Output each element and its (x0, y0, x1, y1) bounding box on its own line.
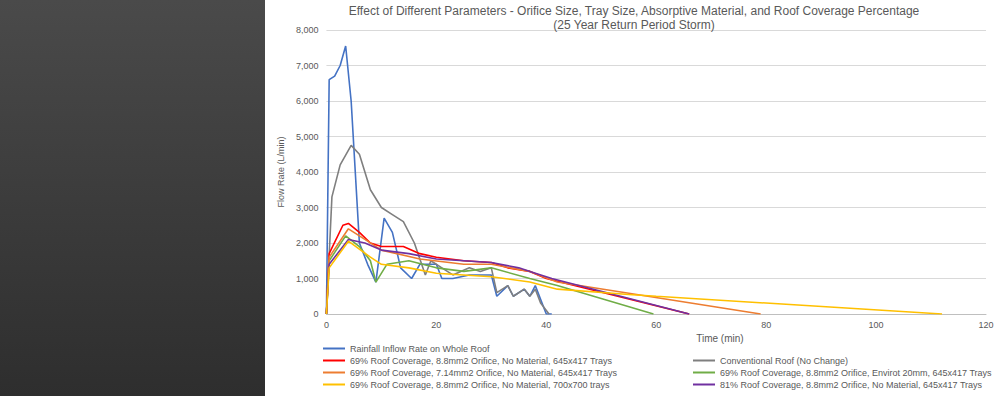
svg-text:20: 20 (431, 320, 441, 330)
svg-text:Flow Rate (L/min): Flow Rate (L/min) (276, 136, 286, 207)
svg-text:69% Roof Coverage, 8.8mm2 Orif: 69% Roof Coverage, 8.8mm2 Orifice, Envir… (720, 368, 992, 378)
svg-text:60: 60 (651, 320, 661, 330)
svg-text:5,000: 5,000 (296, 132, 319, 142)
svg-text:(25 Year Return Period Storm): (25 Year Return Period Storm) (553, 18, 714, 32)
svg-text:120: 120 (978, 320, 993, 330)
svg-text:3,000: 3,000 (296, 203, 319, 213)
svg-text:1,000: 1,000 (296, 274, 319, 284)
svg-text:100: 100 (869, 320, 884, 330)
svg-text:69% Roof Coverage, 8.8mm2 Orif: 69% Roof Coverage, 8.8mm2 Orifice, No Ma… (350, 356, 613, 366)
svg-text:Rainfall Inflow Rate on Whole: Rainfall Inflow Rate on Whole Roof (350, 344, 490, 354)
svg-text:4,000: 4,000 (296, 167, 319, 177)
svg-text:69% Roof Coverage, 7.14mm2 Ori: 69% Roof Coverage, 7.14mm2 Orifice, No M… (350, 368, 618, 378)
svg-text:8,000: 8,000 (296, 25, 319, 35)
svg-text:2,000: 2,000 (296, 238, 319, 248)
svg-text:69% Roof Coverage, 8.8mm2 Orif: 69% Roof Coverage, 8.8mm2 Orifice, No Ma… (350, 380, 610, 390)
svg-text:7,000: 7,000 (296, 61, 319, 71)
svg-text:Conventional Roof (No Change): Conventional Roof (No Change) (720, 356, 848, 366)
svg-text:6,000: 6,000 (296, 96, 319, 106)
svg-text:Effect of Different Parameters: Effect of Different Parameters - Orifice… (349, 4, 920, 18)
svg-text:Time (min): Time (min) (696, 333, 743, 344)
svg-text:81% Roof Coverage, 8.8mm2 Orif: 81% Roof Coverage, 8.8mm2 Orifice, No Ma… (720, 380, 983, 390)
svg-text:40: 40 (541, 320, 551, 330)
svg-text:0: 0 (324, 320, 329, 330)
svg-text:80: 80 (761, 320, 771, 330)
svg-text:0: 0 (313, 309, 318, 319)
